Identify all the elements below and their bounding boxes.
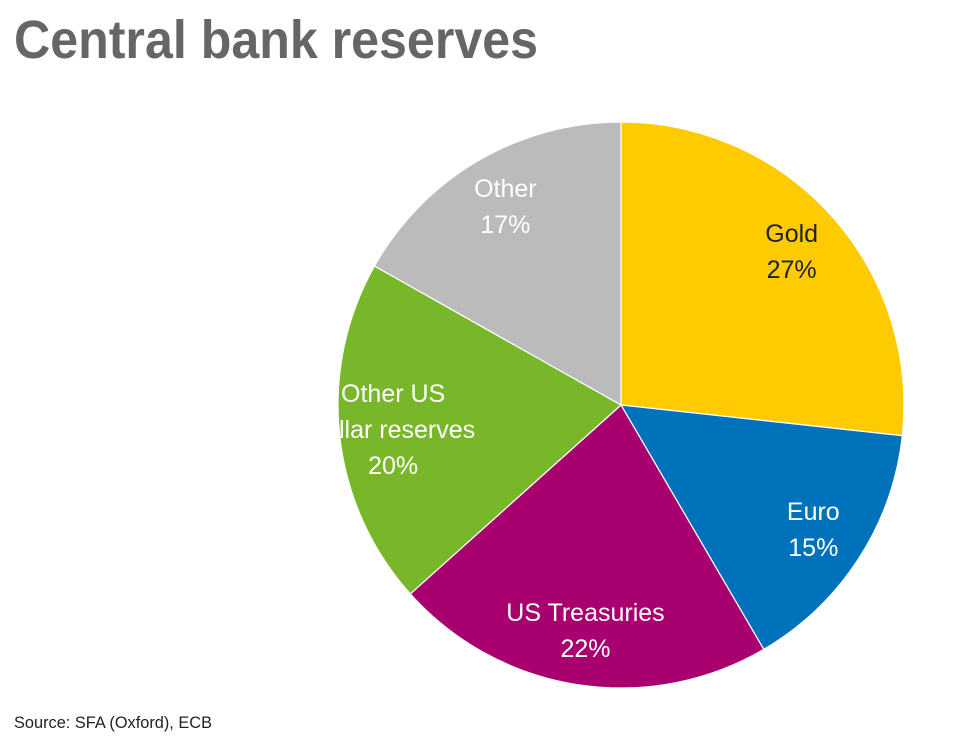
value-label: 27%: [766, 255, 817, 284]
value-label: 20%: [368, 451, 419, 480]
slice-label: Other US dollar reserves 20%: [311, 376, 475, 484]
pie-slice: [337, 265, 623, 595]
slice-label: Gold 27%: [765, 216, 818, 288]
value-label: 22%: [560, 635, 611, 664]
pie-slice: [373, 121, 622, 407]
value-label: 15%: [788, 533, 839, 562]
category-label: Other: [474, 175, 537, 204]
category-label: Gold: [765, 219, 819, 248]
category-label: US Treasuries: [506, 599, 665, 628]
slice-label: Euro 15%: [787, 494, 840, 566]
pie-slice: [409, 404, 765, 689]
pie-slice: [619, 404, 903, 651]
slice-label: Other 17%: [474, 171, 537, 243]
value-label: 17%: [480, 211, 531, 240]
category-label: Other US dollar reserves: [311, 379, 476, 444]
chart-title: Central bank reserves: [14, 10, 538, 70]
slice-label: US Treasuries 22%: [506, 595, 664, 667]
source-note: Source: SFA (Oxford), ECB: [14, 713, 212, 732]
category-label: Euro: [786, 497, 840, 526]
pie-slice: [620, 121, 905, 437]
